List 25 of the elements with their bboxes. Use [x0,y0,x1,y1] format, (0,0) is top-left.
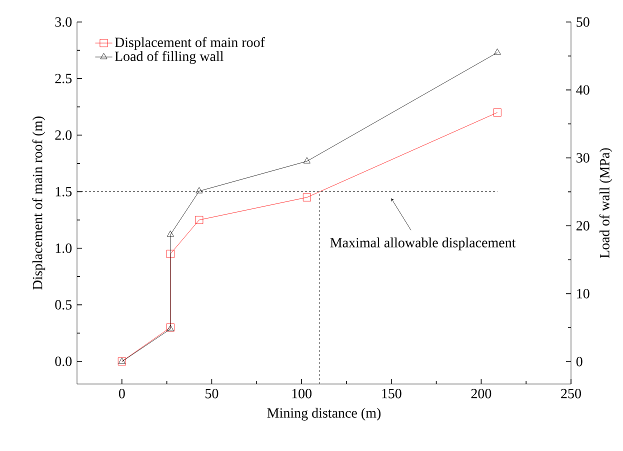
y-tick-label: 2.0 [55,130,72,140]
y-tick-label: 0.0 [55,356,72,366]
y2-tick-label: 20 [576,221,590,230]
y2-tick-label: 40 [576,85,590,95]
x-tick-label: 50 [206,388,218,398]
annotation: Maximal allowable displacement [330,238,516,250]
y-tick-label: 1.0 [56,244,72,254]
y-axis-title: Displacement of main roof (m) [32,116,46,290]
y-tick-label: 1.5 [56,186,72,196]
x-tick-label: 100 [292,388,312,398]
x-tick-label: 250 [561,388,581,398]
legend-label: Displacement of main roof [114,37,265,50]
y-tick-label: 3.0 [55,17,72,27]
x-axis-title: Mining distance (m) [267,408,381,421]
y-tick-label: 2.5 [55,74,72,84]
legend-label: Load of filling wall [114,51,224,64]
y2-axis-title: Load of wall (MPa) [599,148,612,258]
x-tick-label: 200 [471,388,492,398]
y2-tick-label: 10 [577,288,590,298]
y2-tick-label: 50 [576,17,590,27]
x-tick-label: 0 [118,388,125,398]
y2-tick-label: 30 [576,153,590,163]
y-tick-label: 0.5 [55,300,72,310]
y2-tick-label: 0 [576,356,582,366]
x-tick-label: 150 [382,388,402,398]
